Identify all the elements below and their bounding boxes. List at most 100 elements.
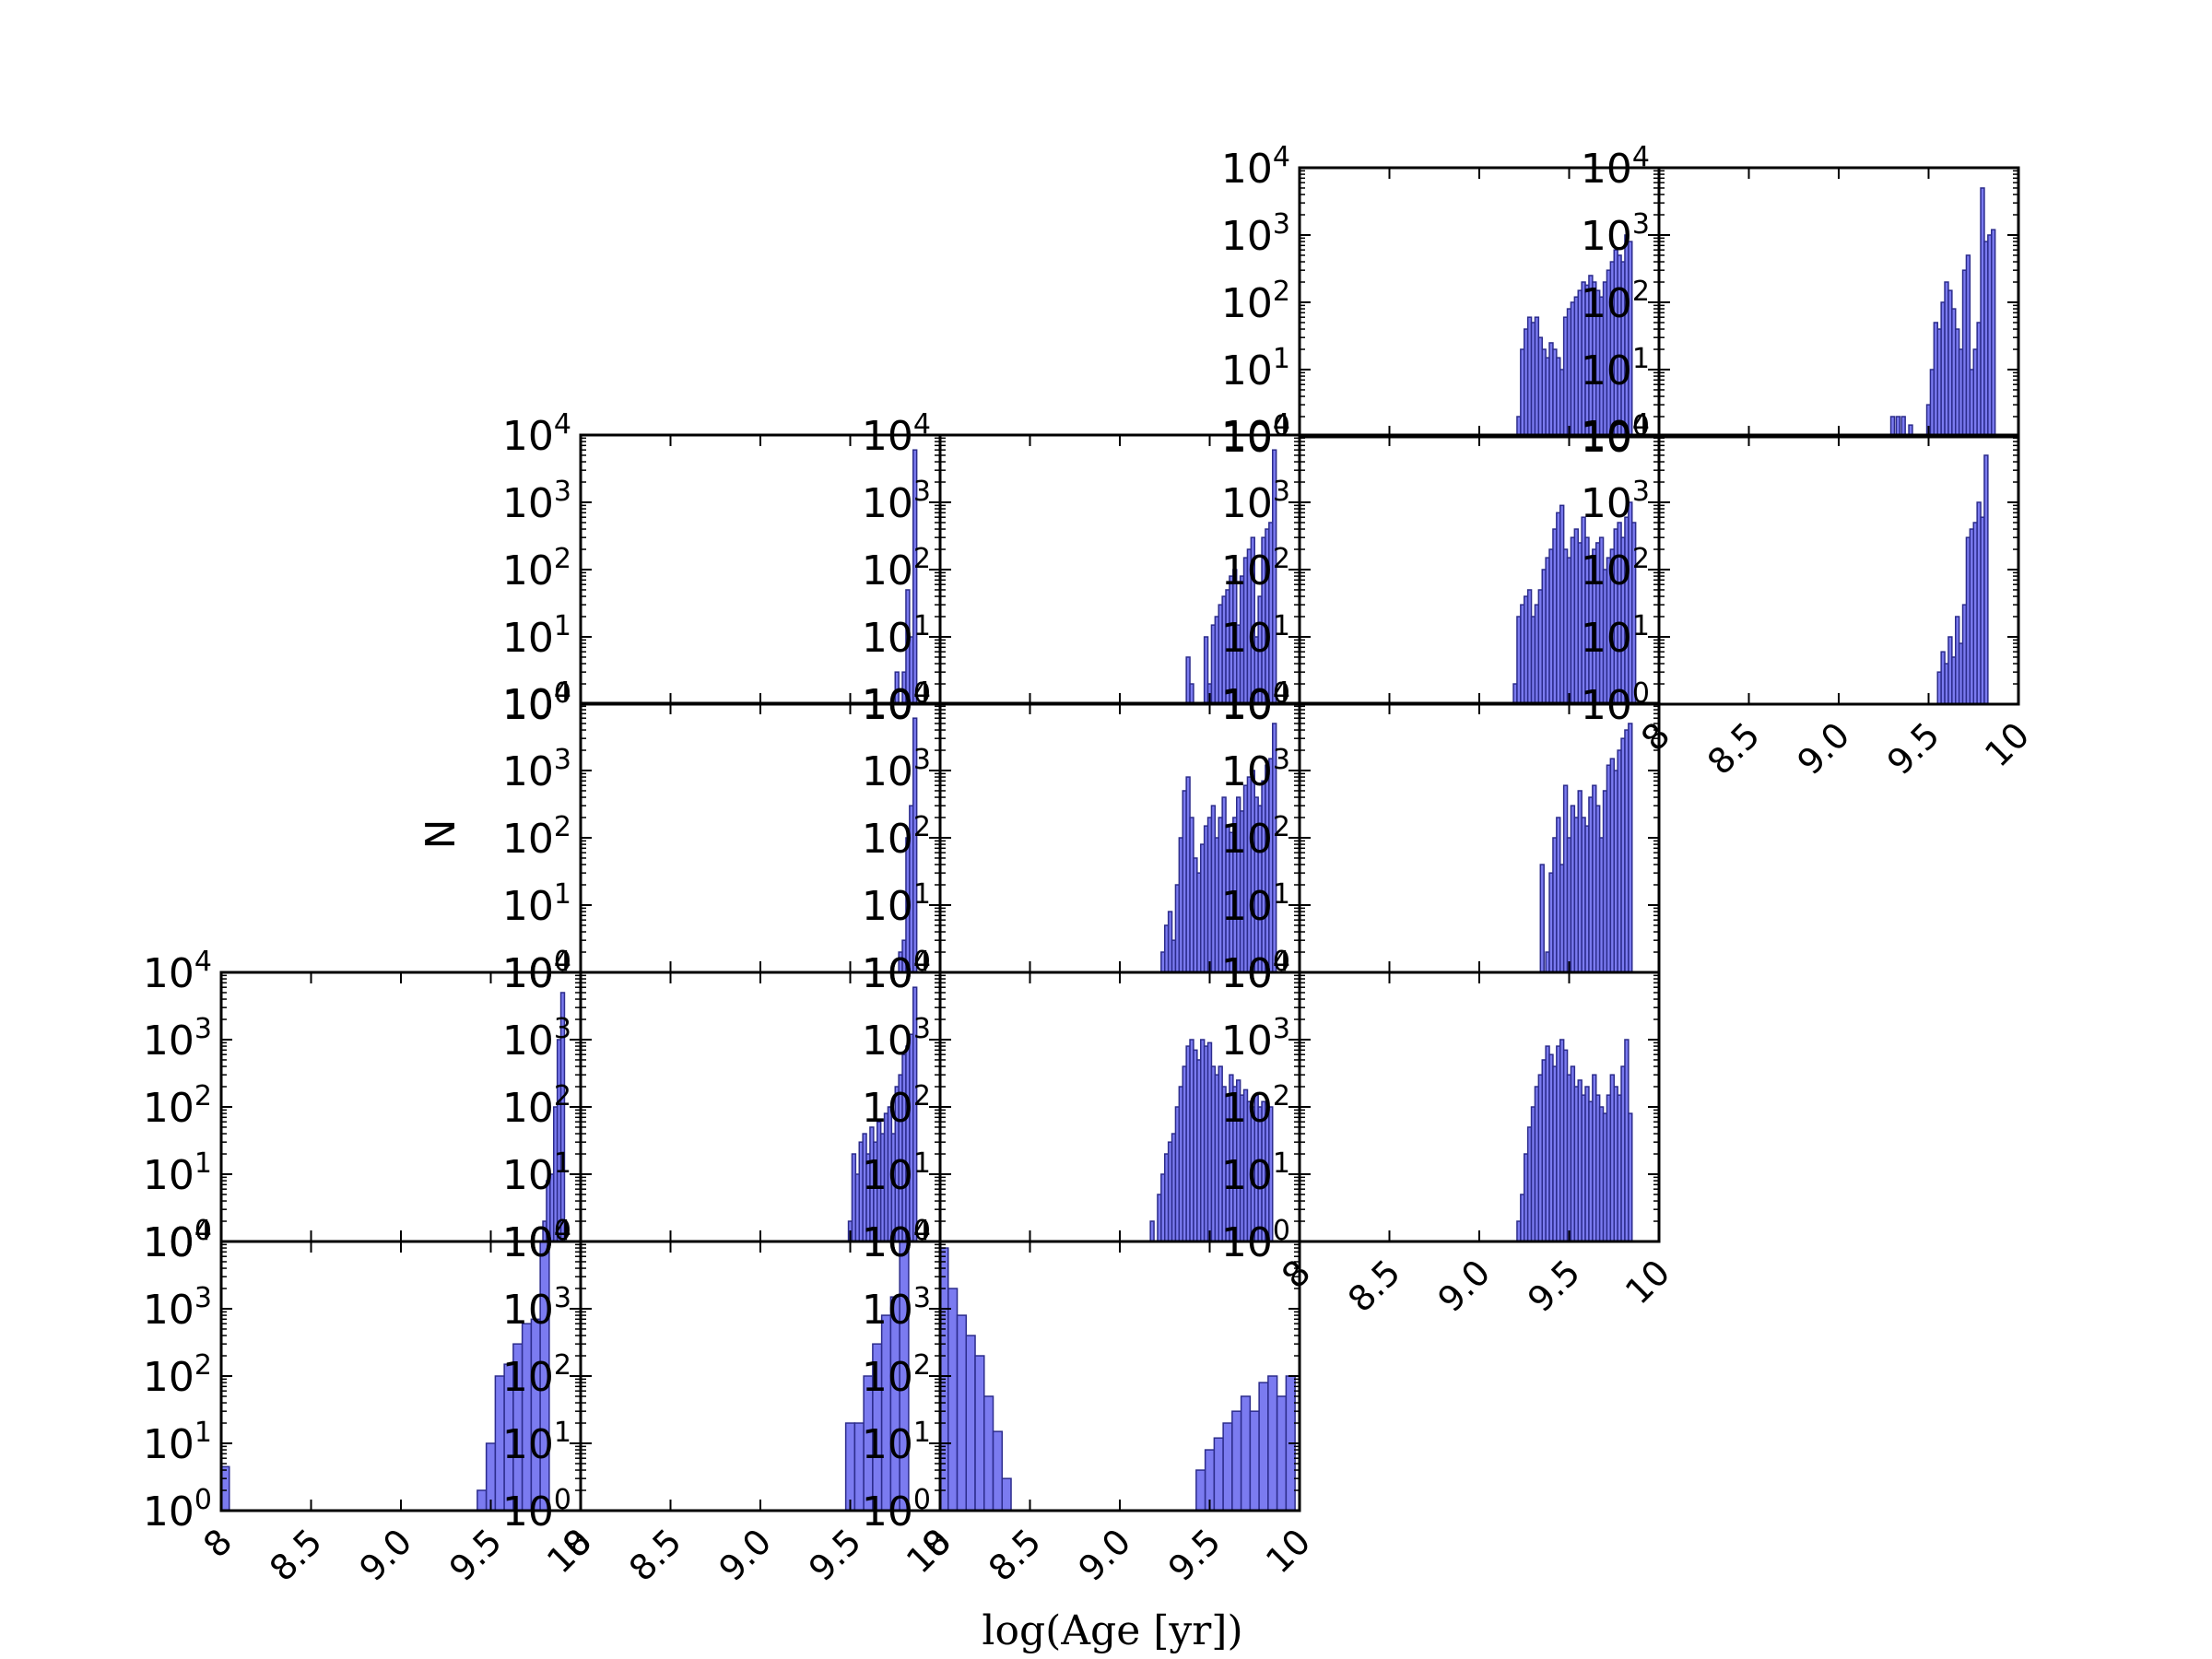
bar-r2c3-24 <box>1628 723 1633 973</box>
x-tick-label: 9.5 <box>1879 714 1947 782</box>
x-tick-label: 8 <box>1633 714 1677 759</box>
x-tick-labels-r3-c3: 8 8.5 9.0 9.5 10 <box>1274 1252 1677 1320</box>
y-tick-label: 101 <box>862 878 931 930</box>
y-tick-label: 103 <box>1221 476 1290 527</box>
bar-r4c2-14 <box>1249 1410 1260 1512</box>
panel-r1-c3 <box>1512 501 1637 705</box>
y-tick-label: 100 <box>862 946 931 997</box>
y-tick-labels-r3-c3: 100 101 102 103 104 <box>1221 946 1290 1266</box>
x-tick-label: 8.5 <box>981 1521 1049 1589</box>
y-tick-labels-r4-c0: 100 101 102 103 104 <box>143 1215 212 1535</box>
y-tick-label: 103 <box>143 1282 212 1334</box>
bar-r4c1-0 <box>844 1422 856 1512</box>
y-tick-labels-r4-c2: 100 101 102 103 104 <box>862 1215 931 1535</box>
panel-r4-c2 <box>939 1247 1296 1512</box>
y-tick-label: 104 <box>1221 946 1290 997</box>
y-tick-label: 101 <box>1221 1147 1290 1199</box>
y-tick-label: 102 <box>1581 543 1650 594</box>
y-tick-label: 102 <box>862 811 931 863</box>
y-tick-labels-r3-c1: 100 101 102 103 104 <box>502 946 571 1266</box>
bar-r4c2-8 <box>1195 1469 1206 1512</box>
panel-r0-c4 <box>1889 187 1996 438</box>
y-tick-label: 102 <box>502 1080 571 1132</box>
y-tick-label: 102 <box>1221 811 1290 863</box>
bar-r4c2-3 <box>965 1335 976 1512</box>
bar-r4c1-4 <box>880 1314 892 1512</box>
y-tick-label: 102 <box>1221 276 1290 327</box>
panel-r4-c1 <box>844 1241 910 1512</box>
x-tick-label: 9.0 <box>1430 1252 1499 1320</box>
y-tick-label: 102 <box>502 1349 571 1401</box>
bar-r4c2-11 <box>1222 1422 1233 1512</box>
panel-r3-c2 <box>1149 1039 1274 1242</box>
y-tick-label: 104 <box>502 408 571 460</box>
y-tick-label: 102 <box>502 543 571 594</box>
panel-frame-r1-c4 <box>1657 433 2020 706</box>
bar-r4c0-1 <box>477 1489 488 1512</box>
bar-r0c4-22 <box>1991 229 1996 438</box>
x-tick-label: 9.5 <box>1160 1521 1229 1589</box>
bar-r4c2-1 <box>947 1288 959 1512</box>
bar-r4c0-7 <box>530 1318 541 1512</box>
x-tick-label: 9.5 <box>1520 1252 1588 1320</box>
x-tick-label: 9.0 <box>712 1521 780 1589</box>
x-tick-label: 10 <box>1258 1521 1318 1581</box>
y-tick-label: 100 <box>143 1215 212 1266</box>
y-tick-label: 102 <box>1221 543 1290 594</box>
y-tick-label: 104 <box>862 1215 931 1266</box>
y-tick-label: 103 <box>862 476 931 527</box>
y-tick-label: 101 <box>862 610 931 662</box>
y-tick-labels-r3-c2: 100 101 102 103 104 <box>862 946 931 1266</box>
bar-r4c2-12 <box>1231 1410 1242 1512</box>
y-tick-label: 100 <box>862 677 931 729</box>
y-tick-label: 100 <box>862 1484 931 1535</box>
y-tick-label: 101 <box>862 1417 931 1468</box>
y-tick-label: 104 <box>143 1215 212 1266</box>
y-tick-label: 103 <box>1221 1013 1290 1065</box>
y-tick-label: 100 <box>1221 946 1290 997</box>
y-tick-label: 104 <box>1221 677 1290 728</box>
x-tick-label: 8 <box>1274 1252 1318 1296</box>
bar-r4c2-17 <box>1276 1395 1288 1512</box>
y-tick-label: 100 <box>1221 1215 1290 1266</box>
y-tick-label: 101 <box>1581 343 1650 394</box>
y-tick-label: 101 <box>1221 610 1290 662</box>
y-axis-title: N <box>418 819 465 850</box>
x-tick-label: 8.5 <box>1700 714 1768 782</box>
y-tick-label: 100 <box>502 677 571 729</box>
y-tick-label: 100 <box>502 1215 571 1266</box>
y-tick-label: 104 <box>1221 141 1290 193</box>
y-tick-label: 100 <box>1581 677 1650 729</box>
x-tick-label: 8.5 <box>262 1521 330 1589</box>
y-tick-label: 100 <box>1221 677 1290 729</box>
y-tick-label: 104 <box>1221 408 1290 460</box>
y-tick-label: 101 <box>502 610 571 662</box>
y-tick-label: 104 <box>143 946 212 997</box>
y-tick-label: 103 <box>1221 208 1290 260</box>
y-tick-label: 100 <box>502 946 571 997</box>
y-tick-label: 104 <box>502 677 571 728</box>
x-tick-label: 9.0 <box>352 1521 420 1589</box>
bar-r4c2-10 <box>1213 1437 1224 1512</box>
y-tick-label: 101 <box>143 1147 212 1199</box>
bar-r4c2-4 <box>974 1355 985 1512</box>
frames-layer <box>219 166 2020 1512</box>
x-tick-label: 8.5 <box>1340 1252 1408 1320</box>
y-tick-label: 104 <box>502 1215 571 1266</box>
x-tick-label: 10 <box>1618 1252 1677 1312</box>
x-tick-label: 8.5 <box>621 1521 689 1589</box>
y-tick-labels-r4-c1: 100 101 102 103 104 <box>502 1215 571 1535</box>
y-tick-label: 103 <box>1581 476 1650 527</box>
y-tick-label: 102 <box>143 1080 212 1132</box>
bar-r4c2-7 <box>1001 1477 1012 1512</box>
panel-r2-c3 <box>1539 723 1633 973</box>
bar-r3c3-31 <box>1628 1112 1633 1242</box>
y-tick-label: 101 <box>502 1417 571 1468</box>
y-tick-label: 101 <box>502 878 571 930</box>
y-tick-label: 102 <box>1581 276 1650 327</box>
panel-r4-c0 <box>220 1241 550 1512</box>
y-tick-label: 104 <box>1581 408 1650 460</box>
y-tick-label: 103 <box>862 1282 931 1334</box>
y-tick-labels-r0-c4: 100 101 102 103 104 <box>1581 141 1650 462</box>
y-tick-labels-r1-c4: 100 101 102 103 104 <box>1581 408 1650 729</box>
